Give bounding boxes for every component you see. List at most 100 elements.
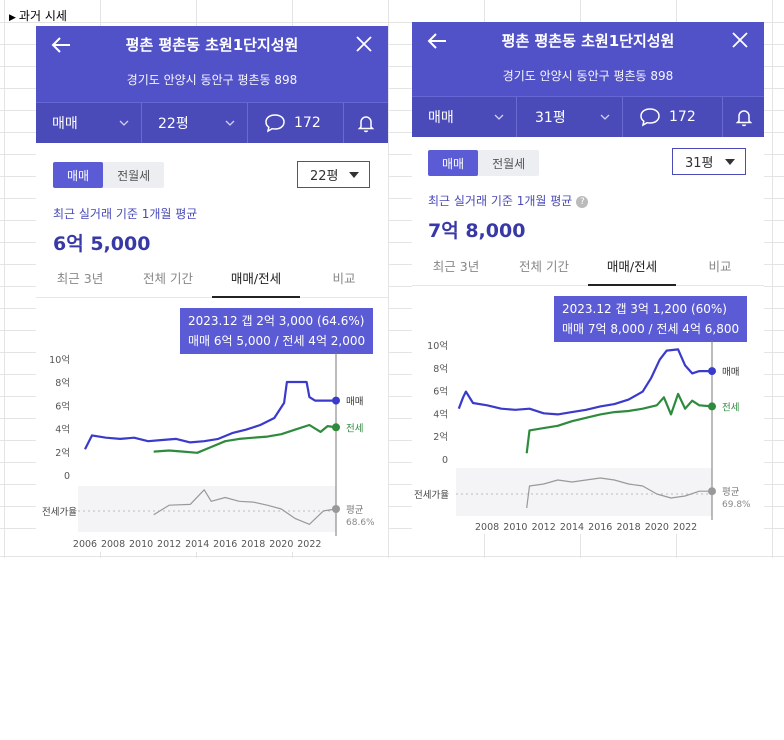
series-label: 평균 <box>346 505 364 516</box>
x-tick-label: 2016 <box>213 539 237 550</box>
series-line-jeonse <box>153 423 337 454</box>
tab-all-period[interactable]: 전체 기간 <box>519 259 569 274</box>
y-tick-label: 2억 <box>433 431 448 443</box>
y-tick-label: 6억 <box>433 386 448 398</box>
notification-button[interactable] <box>723 97 764 137</box>
series-label: 전세 <box>346 423 363 434</box>
filter-bar: 매매 22평 172 <box>36 102 388 143</box>
tab-sale-jeonse[interactable]: 매매/전세 <box>212 264 300 298</box>
size-label: 31평 <box>535 110 566 126</box>
tooltip-gap: 2023.12 갭 3억 1,200 (60%) <box>562 302 727 316</box>
tab-recent-3y[interactable]: 최근 3년 <box>432 259 480 274</box>
series-line-ratio <box>153 489 337 525</box>
x-tick-label: 2006 <box>73 539 97 550</box>
tab-compare[interactable]: 비교 <box>332 271 356 286</box>
close-icon[interactable] <box>730 30 750 50</box>
average-label: 최근 실거래 기준 1개월 평균 <box>53 207 198 221</box>
x-tick-label: 2010 <box>129 539 153 550</box>
period-tabs: 최근 3년 전체 기간 매매/전세 비교 <box>412 252 764 286</box>
comments-button[interactable]: 172 <box>248 103 344 143</box>
comments-button[interactable]: 172 <box>623 97 723 137</box>
series-endpoint <box>708 367 716 376</box>
x-tick-label: 2022 <box>297 539 321 550</box>
notification-button[interactable] <box>344 103 388 143</box>
sheet-title-text: 과거 시세 <box>18 9 67 23</box>
chevron-down-icon <box>600 114 610 120</box>
back-arrow-icon[interactable] <box>50 34 72 56</box>
chart-tooltip: 2023.12 갭 2억 3,000 (64.6%) 매매 6억 5,000 /… <box>180 308 374 354</box>
size-dropdown[interactable]: 22평 <box>142 103 248 143</box>
tab-all-period[interactable]: 전체 기간 <box>143 271 193 286</box>
ratio-axis-label: 전세가율 <box>414 490 449 501</box>
tooltip-gap: 2023.12 갭 2억 3,000 (64.6%) <box>188 314 365 328</box>
speech-bubble-icon <box>265 114 285 133</box>
tooltip-prices: 매매 6억 5,000 / 전세 4억 2,000 <box>188 334 366 348</box>
series-label: 전세 <box>722 402 739 413</box>
toggle-sale[interactable]: 매매 <box>428 150 479 176</box>
average-label-text: 최근 실거래 기준 1개월 평균 <box>428 194 573 208</box>
bell-icon <box>357 116 375 133</box>
sheet-title[interactable]: ▶ 과거 시세 <box>9 7 67 24</box>
x-tick-label: 2014 <box>185 539 209 550</box>
size-select[interactable]: 31평 <box>672 148 746 175</box>
y-tick-label: 0 <box>64 471 70 482</box>
series-line-sale <box>84 380 336 450</box>
x-tick-label: 2020 <box>269 539 293 550</box>
toggle-rent[interactable]: 전월세 <box>492 156 526 171</box>
average-price: 6억 5,000 <box>53 233 151 255</box>
ratio-value: 68.6% <box>346 518 375 528</box>
speech-bubble-icon <box>640 108 660 127</box>
size-select-value: 22평 <box>310 169 339 184</box>
toggle-rent[interactable]: 전월세 <box>117 168 151 183</box>
size-dropdown[interactable]: 31평 <box>517 97 623 137</box>
ratio-axis-label: 전세가율 <box>42 507 77 518</box>
price-chart[interactable]: 전세가율 10억 8억 6억 4억 2억 0 2008 2010 2012 2014 2016 2018… <box>412 340 764 534</box>
series-endpoint <box>332 423 340 432</box>
complex-title: 평촌 평촌동 초원1단지성원 <box>501 32 675 50</box>
listing-panel-22: 평촌 평촌동 초원1단지성원 경기도 안양시 동안구 평촌동 898 매매 22… <box>36 26 388 552</box>
deal-type-dropdown[interactable]: 매매 <box>36 103 142 143</box>
panel-header: 평촌 평촌동 초원1단지성원 경기도 안양시 동안구 평촌동 898 매매 22… <box>36 26 388 143</box>
size-select[interactable]: 22평 <box>297 161 370 188</box>
x-tick-label: 2012 <box>532 522 556 533</box>
x-tick-label: 2016 <box>588 522 612 533</box>
x-tick-label: 2018 <box>241 539 265 550</box>
chevron-down-icon <box>225 120 235 126</box>
back-arrow-icon[interactable] <box>426 30 448 52</box>
toggle-sale[interactable]: 매매 <box>53 162 104 188</box>
deal-type-label: 매매 <box>52 116 78 132</box>
panel-header: 평촌 평촌동 초원1단지성원 경기도 안양시 동안구 평촌동 898 매매 31… <box>412 22 764 137</box>
tab-recent-3y[interactable]: 최근 3년 <box>56 271 104 286</box>
y-tick-label: 2억 <box>55 447 70 459</box>
tab-sale-jeonse[interactable]: 매매/전세 <box>588 252 676 286</box>
y-tick-label: 10억 <box>427 340 448 352</box>
series-endpoint <box>332 505 340 513</box>
ratio-value: 69.8% <box>722 500 751 510</box>
complex-address: 경기도 안양시 동안구 평촌동 898 <box>126 73 298 87</box>
deal-type-dropdown[interactable]: 매매 <box>412 97 517 137</box>
tab-compare[interactable]: 비교 <box>708 259 732 274</box>
size-select-value: 31평 <box>685 156 714 171</box>
close-icon[interactable] <box>354 34 374 54</box>
bell-icon <box>735 110 752 127</box>
ratio-band <box>456 468 712 516</box>
price-chart[interactable]: 전세가율 10억 8억 6억 4억 2억 0 2006 2008 2010 2012 2014 2016… <box>36 352 388 552</box>
series-label: 평균 <box>722 487 740 498</box>
caret-down-icon <box>725 159 735 165</box>
x-tick-label: 2022 <box>673 522 697 533</box>
help-icon[interactable]: ? <box>576 196 589 208</box>
comment-count: 172 <box>294 115 321 131</box>
listing-panel-31: 평촌 평촌동 초원1단지성원 경기도 안양시 동안구 평촌동 898 매매 31… <box>412 22 764 534</box>
period-tabs: 최근 3년 전체 기간 매매/전세 비교 <box>36 264 388 298</box>
y-tick-label: 4억 <box>55 424 70 436</box>
x-tick-label: 2012 <box>157 539 181 550</box>
y-tick-label: 4억 <box>433 408 448 420</box>
x-tick-label: 2008 <box>101 539 125 550</box>
y-tick-label: 0 <box>442 455 448 466</box>
tooltip-prices: 매매 7억 8,000 / 전세 4억 6,800 <box>562 322 740 336</box>
y-tick-label: 10억 <box>49 354 70 366</box>
deal-type-label: 매매 <box>428 110 454 126</box>
caret-down-icon <box>349 172 359 178</box>
expand-triangle-icon[interactable]: ▶ <box>9 13 16 23</box>
x-tick-label: 2018 <box>616 522 640 533</box>
